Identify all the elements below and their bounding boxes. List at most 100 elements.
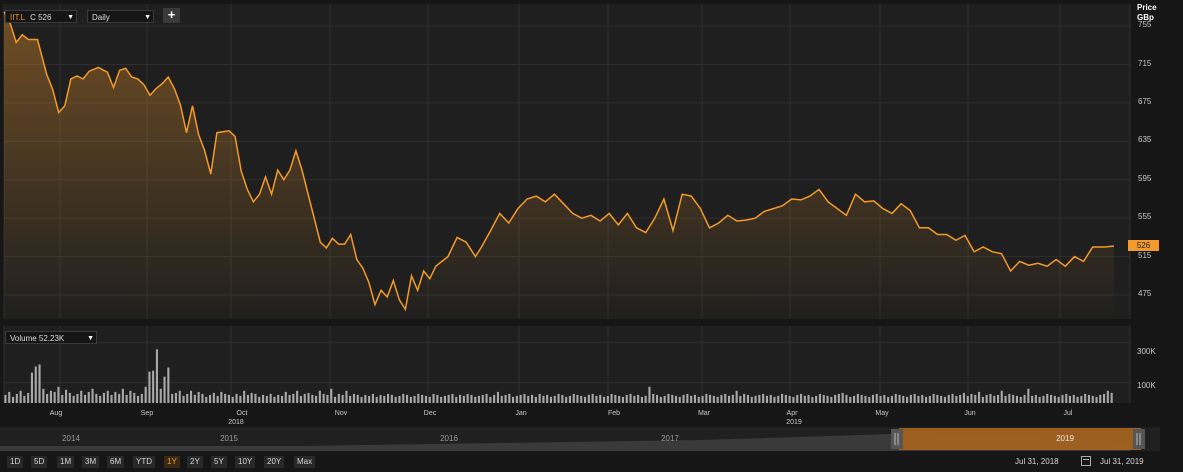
volume-bar: [678, 396, 681, 403]
date-to[interactable]: Jul 31, 2019: [1100, 457, 1144, 466]
volume-bar: [656, 394, 659, 403]
navigator-selection[interactable]: [899, 428, 1141, 450]
volume-bar: [46, 393, 49, 403]
range-button-20y[interactable]: 20Y: [264, 456, 285, 468]
volume-bar: [894, 393, 897, 403]
volume-bar: [421, 394, 424, 403]
volume-bar: [137, 395, 140, 403]
range-button-1d[interactable]: 1D: [7, 456, 24, 468]
interval-selector[interactable]: Daily ▼: [87, 10, 154, 23]
volume-bar: [1008, 393, 1011, 403]
volume-bar: [826, 395, 829, 403]
volume-bar: [978, 391, 981, 403]
volume-bar: [728, 395, 731, 403]
volume-bar: [292, 393, 295, 403]
volume-bar: [288, 394, 291, 403]
volume-bar: [402, 393, 405, 403]
month-label-oct: Oct: [236, 410, 248, 417]
volume-bar: [470, 394, 473, 403]
volume-bar: [326, 394, 329, 403]
volume-bar: [1023, 394, 1026, 403]
range-button-6m[interactable]: 6M: [107, 456, 125, 468]
volume-bar: [65, 389, 68, 403]
volume-bar: [542, 395, 545, 403]
volume-bar: [34, 366, 37, 403]
range-button-2y[interactable]: 2Y: [187, 456, 203, 468]
range-button-10y[interactable]: 10Y: [235, 456, 256, 468]
volume-bar: [800, 393, 803, 403]
volume-bar: [1031, 395, 1034, 403]
volume-bar: [762, 393, 765, 403]
volume-bar: [879, 395, 882, 403]
volume-bar: [686, 393, 689, 403]
month-label-aug: Aug: [49, 410, 63, 417]
volume-bar: [152, 370, 155, 403]
volume-bar: [947, 394, 950, 403]
symbol-selector[interactable]: IIT.L C 526 ▼: [5, 10, 77, 23]
price-tick-label: 715: [1138, 58, 1152, 68]
volume-bar: [72, 395, 75, 403]
volume-bar: [383, 395, 386, 403]
price-tick-label: 515: [1138, 250, 1152, 260]
volume-bar: [345, 390, 348, 403]
plus-icon[interactable]: +: [163, 8, 180, 23]
volume-bar: [390, 394, 393, 403]
range-button-3m[interactable]: 3M: [82, 456, 100, 468]
volume-bar: [981, 396, 984, 403]
volume-bar: [1087, 394, 1090, 403]
volume-bar: [906, 396, 909, 403]
volume-panel: [4, 326, 1130, 403]
year-label-2018: 2018: [228, 419, 244, 426]
volume-bar: [91, 388, 94, 403]
volume-bar: [989, 393, 992, 403]
volume-bar: [163, 376, 166, 403]
volume-bar: [281, 395, 284, 403]
volume-bar: [500, 395, 503, 403]
volume-bar: [61, 394, 64, 403]
volume-bar: [724, 393, 727, 403]
volume-bar: [398, 395, 401, 403]
volume-bar: [443, 395, 446, 403]
range-button-1m[interactable]: 1M: [57, 456, 75, 468]
volume-bar: [133, 392, 136, 403]
volume-bar: [262, 394, 265, 403]
volume-bar: [330, 388, 333, 403]
volume-bar: [1034, 394, 1037, 403]
volume-bar: [871, 394, 874, 403]
volume-bar: [709, 394, 712, 403]
volume-bar: [1000, 390, 1003, 403]
volume-bar: [890, 395, 893, 403]
range-button-5y[interactable]: 5Y: [211, 456, 227, 468]
volume-bar: [265, 395, 268, 403]
volume-selector[interactable]: Volume 52.23K ▼: [5, 331, 97, 344]
volume-bar: [883, 394, 886, 403]
volume-bar: [974, 394, 977, 403]
volume-bar: [477, 395, 480, 403]
volume-bar: [743, 393, 746, 403]
calendar-icon[interactable]: [1081, 456, 1091, 466]
volume-bar: [849, 396, 852, 403]
volume-bar: [887, 396, 890, 403]
volume-bar: [587, 394, 590, 403]
price-tick-label: 595: [1138, 173, 1152, 183]
date-from[interactable]: Jul 31, 2018: [1015, 457, 1059, 466]
navigator-right-handle[interactable]: [1133, 429, 1145, 449]
range-button-max[interactable]: Max: [294, 456, 316, 468]
volume-bar: [178, 390, 181, 403]
volume-bar: [246, 394, 249, 403]
volume-bar: [95, 393, 98, 403]
range-button-1y[interactable]: 1Y: [164, 456, 180, 468]
navigator-left-handle[interactable]: [891, 429, 903, 449]
volume-bar: [1053, 395, 1056, 403]
volume-bar: [186, 393, 189, 403]
volume-bar: [129, 390, 132, 403]
range-button-5d[interactable]: 5D: [31, 456, 48, 468]
volume-bar: [254, 393, 257, 403]
volume-bar: [84, 394, 87, 403]
volume-bar: [118, 393, 121, 403]
volume-bar: [1099, 394, 1102, 403]
volume-bar: [368, 395, 371, 403]
range-button-ytd[interactable]: YTD: [133, 456, 155, 468]
volume-bar: [815, 395, 818, 403]
volume-bar: [352, 393, 355, 403]
